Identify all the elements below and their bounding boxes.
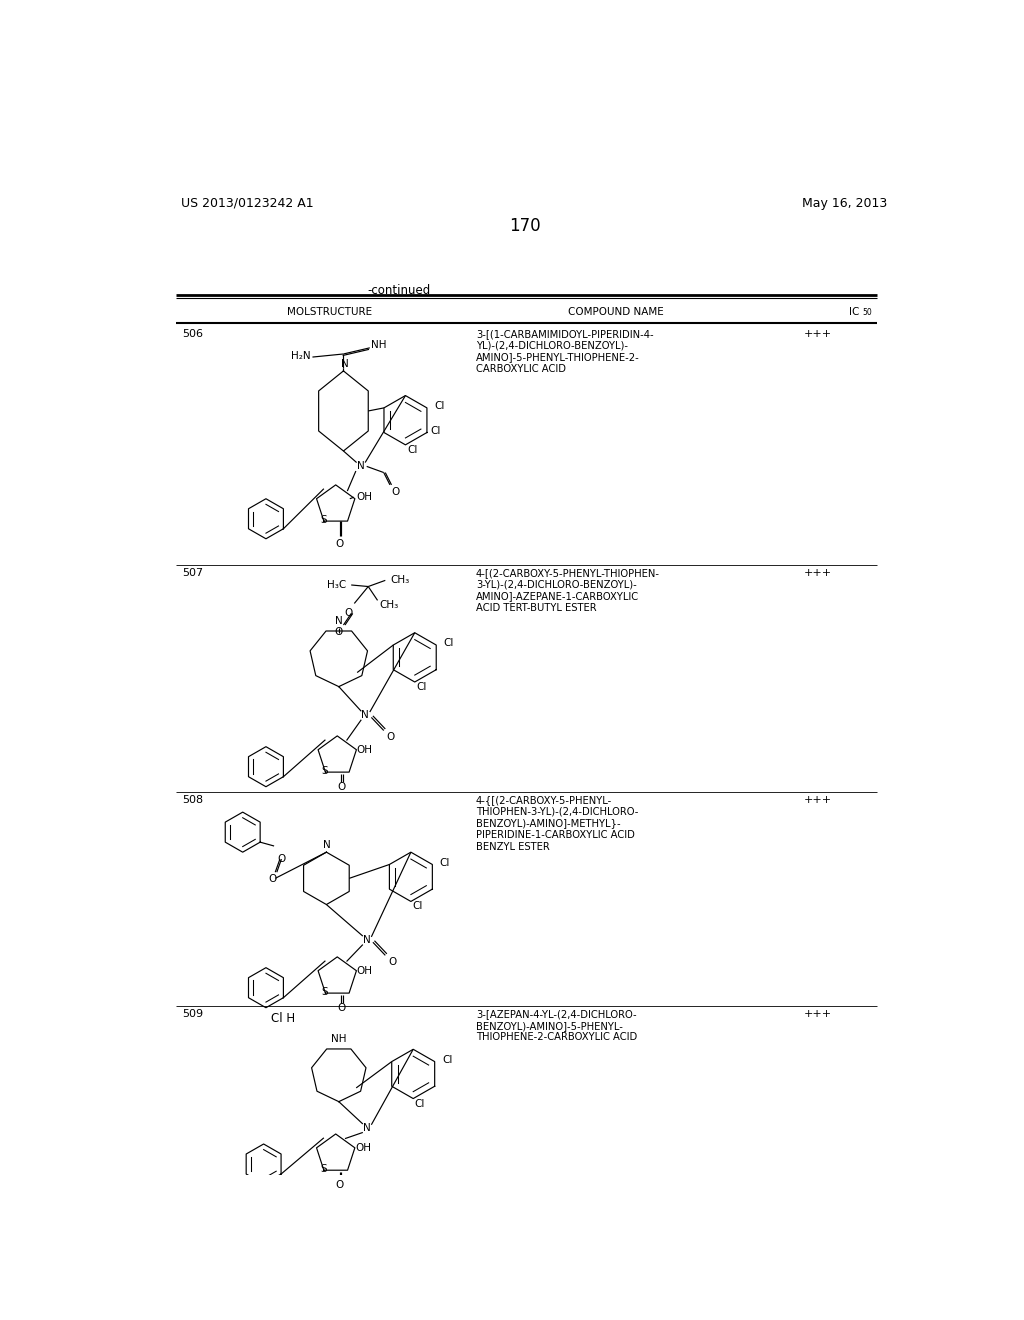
Text: IC: IC	[849, 308, 859, 317]
Text: O: O	[337, 1003, 345, 1012]
Text: O: O	[335, 627, 343, 638]
Text: O: O	[336, 1180, 344, 1191]
Text: H₃C: H₃C	[328, 579, 346, 590]
Text: +++: +++	[804, 1010, 831, 1019]
Text: +++: +++	[804, 568, 831, 578]
Text: 507: 507	[182, 568, 204, 578]
Text: Cl: Cl	[442, 1055, 453, 1065]
Text: +++: +++	[804, 330, 831, 339]
Text: Cl: Cl	[417, 682, 427, 692]
Text: Cl: Cl	[434, 401, 444, 411]
Text: O: O	[387, 733, 395, 742]
Text: 506: 506	[182, 330, 203, 339]
Text: COMPOUND NAME: COMPOUND NAME	[568, 308, 665, 317]
Text: S: S	[321, 515, 327, 525]
Text: OH: OH	[356, 492, 372, 502]
Text: N: N	[362, 935, 371, 945]
Text: 4-{[(2-CARBOXY-5-PHENYL-
THIOPHEN-3-YL)-(2,4-DICHLORO-
BENZOYL)-AMINO]-METHYL}-
: 4-{[(2-CARBOXY-5-PHENYL- THIOPHEN-3-YL)-…	[476, 795, 638, 851]
Text: N: N	[356, 462, 365, 471]
Text: N: N	[323, 840, 331, 850]
Text: OH: OH	[356, 744, 373, 755]
Text: O: O	[268, 874, 276, 883]
Text: MOLSTRUCTURE: MOLSTRUCTURE	[287, 308, 372, 317]
Text: N: N	[335, 616, 343, 626]
Text: O: O	[388, 957, 396, 966]
Text: N: N	[362, 1123, 371, 1133]
Text: 170: 170	[509, 216, 541, 235]
Text: O: O	[337, 781, 345, 792]
Text: NH: NH	[372, 339, 387, 350]
Text: May 16, 2013: May 16, 2013	[802, 197, 888, 210]
Text: O: O	[391, 487, 399, 498]
Text: NH: NH	[331, 1034, 346, 1044]
Text: 509: 509	[182, 1010, 204, 1019]
Text: +++: +++	[804, 795, 831, 805]
Text: 4-[(2-CARBOXY-5-PHENYL-THIOPHEN-
3-YL)-(2,4-DICHLORO-BENZOYL)-
AMINO]-AZEPANE-1-: 4-[(2-CARBOXY-5-PHENYL-THIOPHEN- 3-YL)-(…	[476, 568, 660, 612]
Text: CH₃: CH₃	[379, 601, 398, 610]
Text: 3-[AZEPAN-4-YL-(2,4-DICHLORO-
BENZOYL)-AMINO]-5-PHENYL-
THIOPHENE-2-CARBOXYLIC A: 3-[AZEPAN-4-YL-(2,4-DICHLORO- BENZOYL)-A…	[476, 1010, 637, 1043]
Text: Cl H: Cl H	[271, 1012, 295, 1026]
Text: H₂N: H₂N	[291, 351, 311, 360]
Text: Cl: Cl	[439, 858, 450, 867]
Text: OH: OH	[355, 1143, 371, 1152]
Text: Cl: Cl	[415, 1098, 425, 1109]
Text: OH: OH	[356, 966, 373, 975]
Text: 50: 50	[862, 308, 872, 317]
Text: US 2013/0123242 A1: US 2013/0123242 A1	[180, 197, 313, 210]
Text: S: S	[322, 987, 329, 997]
Text: -continued: -continued	[368, 284, 431, 297]
Text: O: O	[345, 609, 353, 618]
Text: N: N	[361, 710, 369, 721]
Text: Cl: Cl	[443, 638, 454, 648]
Text: CH₃: CH₃	[390, 576, 410, 585]
Text: S: S	[322, 766, 329, 776]
Text: S: S	[321, 1164, 327, 1173]
Text: Cl: Cl	[431, 426, 441, 437]
Text: 3-[(1-CARBAMIMIDOYL-PIPERIDIN-4-
YL)-(2,4-DICHLORO-BENZOYL)-
AMINO]-5-PHENYL-THI: 3-[(1-CARBAMIMIDOYL-PIPERIDIN-4- YL)-(2,…	[476, 330, 653, 374]
Text: 508: 508	[182, 795, 204, 805]
Text: Cl: Cl	[413, 902, 423, 911]
Text: N: N	[341, 359, 349, 370]
Text: O: O	[278, 854, 286, 863]
Text: Cl: Cl	[407, 445, 418, 455]
Text: O: O	[336, 539, 344, 549]
